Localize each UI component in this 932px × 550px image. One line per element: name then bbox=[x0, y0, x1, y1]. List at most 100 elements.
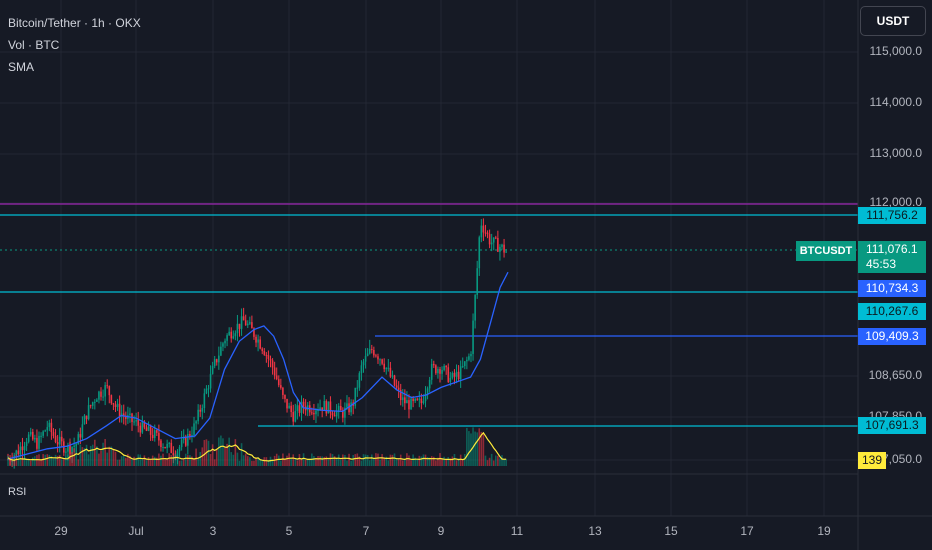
volume-bar bbox=[246, 456, 249, 466]
candle-body bbox=[102, 396, 104, 398]
volume-bar bbox=[168, 453, 171, 466]
candle-body bbox=[201, 408, 204, 412]
candle-body bbox=[116, 403, 119, 408]
volume-bar bbox=[317, 456, 319, 466]
volume-bar bbox=[135, 457, 137, 466]
volume-bar bbox=[166, 459, 168, 466]
volume-bar bbox=[385, 456, 388, 466]
volume-bar bbox=[503, 458, 505, 466]
level-tag[interactable]: 110,267.6 bbox=[858, 303, 926, 320]
time-tick: 29 bbox=[54, 524, 68, 538]
candle-body bbox=[325, 401, 328, 414]
candle-body bbox=[224, 340, 226, 344]
volume-bar bbox=[257, 457, 259, 466]
candle-body bbox=[449, 377, 452, 382]
volume-bar bbox=[315, 457, 317, 466]
volume-bar bbox=[414, 457, 416, 466]
candle-body bbox=[156, 430, 158, 433]
candle-body bbox=[98, 391, 100, 400]
last-price-tag: 111,076.1 45:53 bbox=[858, 241, 926, 273]
candle-body bbox=[100, 391, 102, 397]
volume-bar bbox=[65, 456, 67, 466]
volume-bar bbox=[362, 454, 365, 466]
candle-body bbox=[437, 369, 439, 374]
volume-bar bbox=[430, 456, 433, 466]
candle-body bbox=[404, 397, 406, 404]
volume-bar bbox=[490, 453, 493, 466]
candle-body bbox=[189, 433, 191, 437]
candle-body bbox=[350, 402, 352, 413]
candle-body bbox=[211, 365, 214, 374]
volume-bar bbox=[244, 453, 247, 466]
level-tag[interactable]: 110,734.3 bbox=[858, 280, 926, 297]
volume-bar bbox=[58, 455, 61, 466]
candle-body bbox=[329, 401, 332, 413]
level-tag[interactable]: 109,409.3 bbox=[858, 328, 926, 345]
level-tag[interactable]: 111,756.2 bbox=[858, 207, 926, 224]
candle-body bbox=[490, 242, 493, 245]
volume-bar bbox=[100, 450, 102, 466]
volume-bar bbox=[373, 458, 375, 466]
candle-body bbox=[468, 356, 470, 360]
volume-bar bbox=[32, 457, 34, 466]
candle-body bbox=[193, 423, 195, 436]
volume-bar bbox=[255, 458, 257, 466]
candle-body bbox=[412, 398, 414, 402]
volume-bar bbox=[379, 459, 381, 466]
rsi-indicator-label[interactable]: RSI bbox=[8, 486, 27, 498]
volume-bar bbox=[319, 456, 321, 466]
volume-bar bbox=[337, 454, 340, 466]
volume-bar bbox=[439, 453, 441, 466]
volume-bar bbox=[335, 458, 338, 466]
volume-bar bbox=[249, 457, 251, 466]
candle-body bbox=[497, 237, 499, 252]
candle-body bbox=[232, 336, 235, 339]
candle-body bbox=[370, 348, 373, 350]
candle-body bbox=[89, 405, 92, 407]
candle-body bbox=[315, 410, 317, 415]
candle-body bbox=[294, 410, 297, 422]
candle-body bbox=[141, 421, 144, 433]
volume-bar bbox=[220, 435, 222, 466]
candle-body bbox=[87, 405, 90, 420]
volume-bar bbox=[280, 460, 282, 466]
candle-body bbox=[457, 371, 460, 380]
candle-body bbox=[435, 365, 437, 374]
symbol-title[interactable]: Bitcoin/Tether · 1h · OKX bbox=[8, 16, 141, 30]
volume-indicator-label[interactable]: Vol · BTC bbox=[8, 38, 60, 52]
volume-bar bbox=[13, 459, 16, 466]
candle-body bbox=[494, 237, 497, 239]
candle-body bbox=[277, 379, 280, 386]
volume-bar bbox=[282, 453, 284, 466]
volume-bar bbox=[410, 460, 412, 466]
candle-body bbox=[187, 433, 189, 446]
price-tick: 112,000.0 bbox=[869, 195, 923, 209]
candle-body bbox=[480, 225, 483, 238]
volume-bar bbox=[447, 456, 450, 466]
candle-body bbox=[354, 387, 357, 406]
volume-bar bbox=[15, 454, 18, 466]
candle-body bbox=[112, 403, 115, 405]
volume-bar bbox=[342, 454, 344, 466]
volume-bar bbox=[350, 460, 352, 466]
currency-button[interactable]: USDT bbox=[860, 6, 926, 36]
level-tag[interactable]: 107,691.3 bbox=[858, 417, 926, 434]
volume-bar bbox=[19, 453, 22, 466]
candle-body bbox=[164, 446, 166, 449]
candle-body bbox=[263, 351, 266, 355]
volume-bar bbox=[453, 454, 456, 466]
volume-bar bbox=[271, 459, 274, 466]
time-tick: 3 bbox=[209, 524, 217, 538]
volume-bar bbox=[346, 460, 348, 466]
candle-body bbox=[459, 366, 462, 380]
candle-body bbox=[145, 427, 148, 431]
volume-bar bbox=[321, 456, 323, 466]
volume-bar bbox=[102, 442, 104, 466]
candle-body bbox=[195, 421, 197, 424]
volume-bar bbox=[383, 457, 385, 466]
volume-bar bbox=[441, 458, 443, 466]
volume-bar bbox=[327, 459, 330, 466]
sma-indicator-label[interactable]: SMA bbox=[8, 60, 35, 74]
volume-bar bbox=[259, 459, 261, 466]
